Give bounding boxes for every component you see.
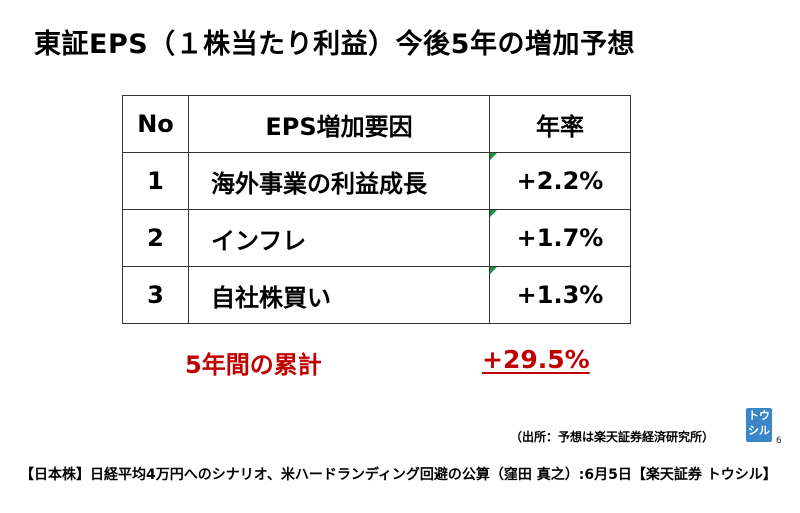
row-factor: 海外事業の利益成長	[188, 152, 490, 210]
row-factor: インフレ	[188, 209, 490, 267]
table-row: 1 海外事業の利益成長 +2.2%	[122, 152, 631, 210]
row-rate-cell: +1.7%	[489, 209, 631, 267]
row-rate: +1.7%	[516, 224, 604, 252]
cell-marker-icon	[490, 153, 497, 160]
summary-value: +29.5%	[482, 345, 590, 374]
row-no: 1	[122, 152, 189, 210]
row-factor: 自社株買い	[188, 266, 490, 324]
header-rate: 年率	[489, 95, 631, 153]
row-rate: +1.3%	[516, 281, 604, 309]
row-no: 2	[122, 209, 189, 267]
page-title: 東証EPS（１株当たり利益）今後5年の増加予想	[34, 29, 635, 60]
table-row: 2 インフレ +1.7%	[122, 209, 631, 267]
logo-line2: シル	[748, 424, 770, 437]
row-no: 3	[122, 266, 189, 324]
cell-marker-icon	[490, 267, 497, 274]
footer-caption: 【日本株】日経平均4万円へのシナリオ、米ハードランディング回避の公算（窪田 真之…	[20, 467, 777, 483]
summary-label: 5年間の累計	[185, 351, 322, 379]
row-rate-cell: +1.3%	[489, 266, 631, 324]
table-row: 3 自社株買い +1.3%	[122, 266, 631, 324]
page-number: 6	[776, 436, 782, 446]
eps-factor-table: No EPS増加要因 年率 1 海外事業の利益成長 +2.2% 2 インフレ +…	[122, 95, 631, 324]
cell-marker-icon	[490, 210, 497, 217]
header-no: No	[122, 95, 189, 153]
logo-line1: トウ	[748, 409, 770, 422]
source-note: （出所：予想は楽天証券経済研究所）	[510, 430, 715, 444]
table-header-row: No EPS増加要因 年率	[122, 95, 631, 153]
row-rate: +2.2%	[516, 167, 604, 195]
row-rate-cell: +2.2%	[489, 152, 631, 210]
header-factor: EPS増加要因	[188, 95, 490, 153]
toushiru-logo: トウ シル	[746, 408, 772, 442]
